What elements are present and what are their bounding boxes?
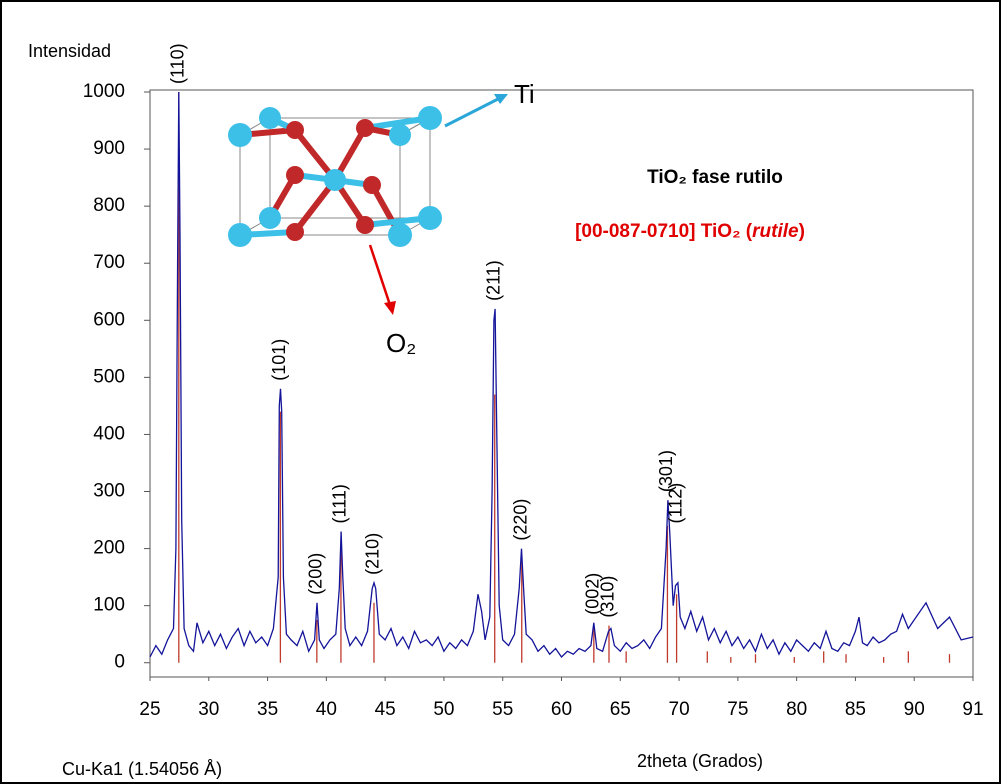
- y-tick-label: 300: [93, 481, 125, 502]
- peak-label: (111): [330, 484, 350, 523]
- crystal-diagram: [228, 94, 508, 315]
- diagram-label: Ti: [514, 79, 535, 109]
- x-axis-title: 2theta (Grados): [637, 751, 763, 771]
- peak-label: (200): [306, 553, 326, 595]
- phase-title: TiO₂ fase rutilo: [647, 167, 783, 188]
- x-tick-label: 65: [610, 699, 631, 720]
- y-tick-label: 100: [93, 595, 125, 616]
- y-tick-label: 200: [93, 538, 125, 559]
- x-tick-label: 30: [198, 699, 219, 720]
- y-tick-label: 1000: [83, 81, 125, 102]
- y-tick-label: 800: [93, 195, 125, 216]
- reference-title-part: rutile: [752, 221, 799, 242]
- x-tick-label: 90: [904, 699, 925, 720]
- x-tick-label: 91: [962, 699, 983, 720]
- x-tick-label: 25: [139, 699, 160, 720]
- y-tick-label: 400: [93, 423, 125, 444]
- y-tick-label: 600: [93, 309, 125, 330]
- peak-label: (101): [269, 339, 289, 381]
- x-tick-label: 85: [845, 699, 866, 720]
- x-tick-label: 45: [375, 699, 396, 720]
- source-note: Cu-Ka1 (1.54056 Å): [62, 759, 222, 779]
- peak-label: (002): [583, 573, 603, 615]
- peak-label: (310): [598, 576, 618, 618]
- y-tick-label: 500: [93, 366, 125, 387]
- x-tick-label: 55: [492, 699, 513, 720]
- peak-label: (220): [511, 499, 531, 541]
- x-tick-label: 75: [727, 699, 748, 720]
- peak-label: (210): [363, 533, 383, 575]
- y-axis-title: Intensidad: [28, 41, 111, 61]
- peak-label: (301): [656, 450, 676, 492]
- y-tick-label: 900: [93, 138, 125, 159]
- reference-title-part: [00-087-0710] TiO₂ (: [575, 221, 753, 242]
- diffraction-pattern: [149, 91, 974, 658]
- diagram-label: O₂: [386, 328, 416, 358]
- x-tick-label: 40: [316, 699, 337, 720]
- peak-label: (211): [483, 260, 503, 301]
- x-tick-label: 80: [786, 699, 807, 720]
- x-tick-label: 35: [257, 699, 278, 720]
- y-tick-label: 0: [114, 652, 125, 673]
- reference-title: [00-087-0710] TiO₂ (rutile): [575, 221, 805, 242]
- x-tick-label: 50: [433, 699, 454, 720]
- reference-title-part: ): [799, 221, 805, 242]
- peak-label: (112): [665, 483, 685, 524]
- peak-label: (110): [168, 43, 188, 84]
- y-tick-label: 700: [93, 252, 125, 273]
- x-tick-label: 70: [669, 699, 690, 720]
- x-tick-label: 60: [551, 699, 572, 720]
